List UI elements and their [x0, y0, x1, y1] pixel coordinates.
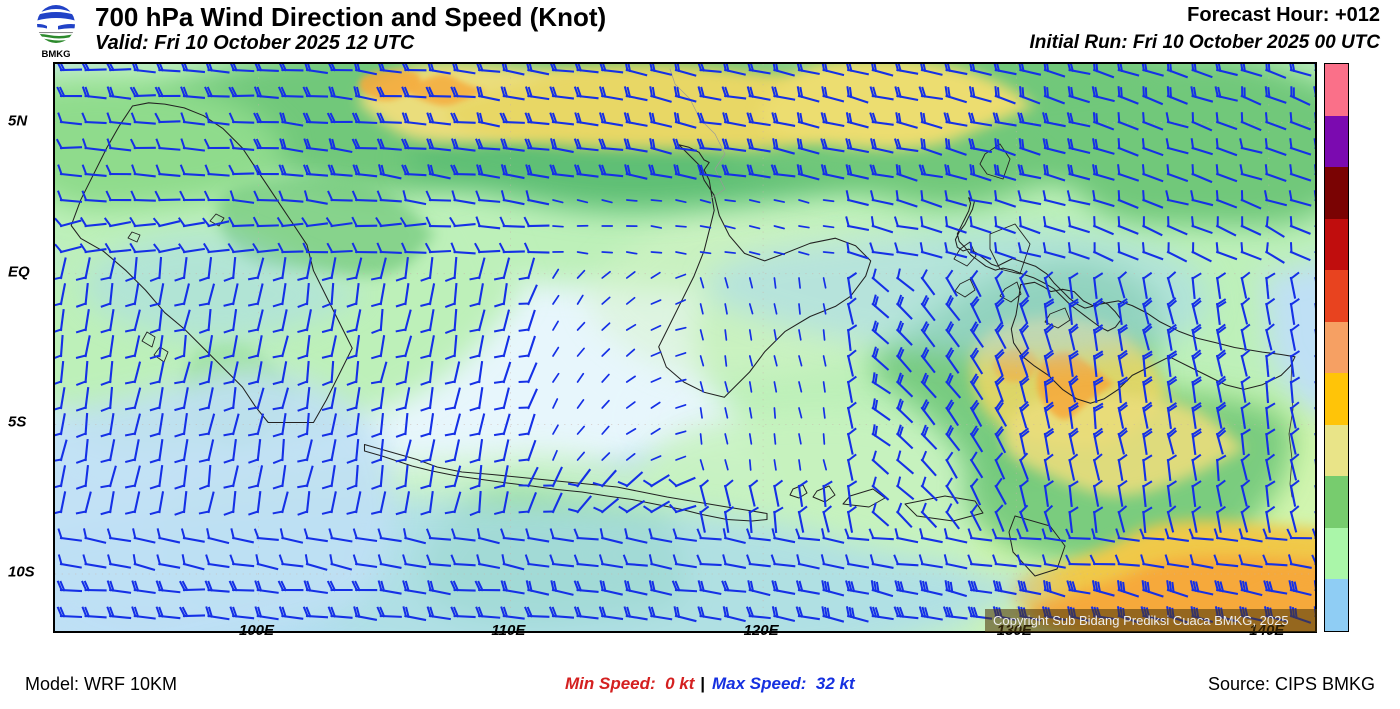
svg-text:BMKG: BMKG [41, 49, 70, 60]
